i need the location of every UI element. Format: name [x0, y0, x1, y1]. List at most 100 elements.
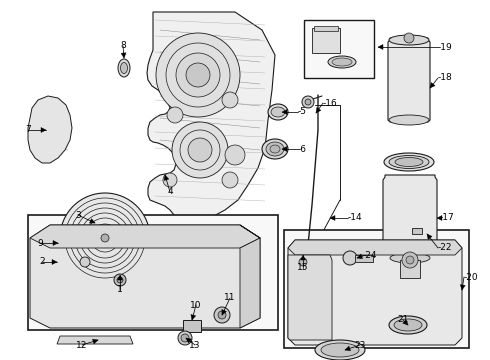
Polygon shape — [164, 175, 169, 180]
Circle shape — [214, 307, 230, 323]
Circle shape — [305, 99, 311, 105]
Polygon shape — [93, 339, 98, 344]
Polygon shape — [383, 175, 437, 260]
Text: 2: 2 — [39, 257, 45, 266]
Circle shape — [218, 311, 226, 319]
Circle shape — [114, 274, 126, 286]
Text: -17: -17 — [440, 213, 455, 222]
Polygon shape — [186, 338, 192, 343]
Polygon shape — [28, 96, 72, 163]
Bar — [400, 260, 420, 278]
Polygon shape — [282, 147, 287, 152]
Text: 10: 10 — [190, 301, 202, 310]
Ellipse shape — [321, 343, 359, 357]
Ellipse shape — [394, 319, 422, 331]
Polygon shape — [403, 320, 408, 325]
Text: 8: 8 — [120, 41, 126, 50]
Ellipse shape — [270, 145, 280, 153]
Ellipse shape — [389, 115, 429, 125]
Polygon shape — [222, 309, 226, 315]
Ellipse shape — [118, 59, 130, 77]
Circle shape — [181, 334, 189, 342]
Circle shape — [299, 258, 307, 266]
Text: 23: 23 — [354, 341, 366, 350]
Polygon shape — [288, 240, 462, 345]
Text: -5: -5 — [298, 108, 307, 117]
Text: 1: 1 — [117, 285, 123, 294]
Polygon shape — [378, 45, 383, 49]
Ellipse shape — [384, 153, 434, 171]
Circle shape — [156, 33, 240, 117]
Circle shape — [178, 331, 192, 345]
Circle shape — [101, 234, 109, 242]
Circle shape — [222, 172, 238, 188]
Polygon shape — [282, 109, 287, 114]
Text: -6: -6 — [298, 144, 307, 153]
Text: 21: 21 — [397, 315, 409, 324]
Text: 4: 4 — [167, 188, 173, 197]
Text: 3: 3 — [75, 211, 81, 220]
Polygon shape — [191, 315, 196, 320]
Polygon shape — [108, 12, 275, 258]
Ellipse shape — [389, 316, 427, 334]
Circle shape — [117, 277, 123, 283]
Polygon shape — [121, 53, 126, 58]
Polygon shape — [118, 275, 122, 280]
Polygon shape — [53, 240, 58, 246]
Text: -22: -22 — [438, 243, 452, 252]
Bar — [183, 320, 201, 332]
Bar — [314, 26, 338, 31]
Text: -16: -16 — [323, 99, 338, 108]
Bar — [28, 215, 278, 330]
Ellipse shape — [390, 253, 430, 263]
Circle shape — [295, 254, 311, 270]
Text: -19: -19 — [438, 42, 453, 51]
Polygon shape — [437, 216, 442, 220]
Polygon shape — [345, 346, 350, 351]
Polygon shape — [300, 255, 305, 260]
Circle shape — [80, 257, 90, 267]
Circle shape — [225, 145, 245, 165]
Ellipse shape — [268, 104, 288, 120]
Circle shape — [298, 278, 308, 288]
Polygon shape — [288, 240, 462, 255]
Ellipse shape — [328, 56, 356, 68]
Polygon shape — [388, 38, 430, 122]
Ellipse shape — [315, 340, 365, 360]
Circle shape — [188, 138, 212, 162]
Circle shape — [222, 92, 238, 108]
Text: -18: -18 — [438, 73, 453, 82]
Circle shape — [172, 122, 228, 178]
Bar — [312, 28, 340, 53]
Polygon shape — [460, 285, 465, 290]
Ellipse shape — [266, 142, 284, 156]
Circle shape — [167, 107, 183, 123]
Polygon shape — [430, 82, 435, 88]
Polygon shape — [330, 216, 335, 220]
Circle shape — [176, 53, 220, 97]
Text: -20: -20 — [464, 273, 479, 282]
Text: -14: -14 — [348, 213, 363, 222]
Polygon shape — [357, 254, 363, 259]
Bar — [355, 255, 373, 262]
Ellipse shape — [389, 35, 429, 45]
Polygon shape — [288, 255, 332, 340]
Circle shape — [186, 63, 210, 87]
Ellipse shape — [271, 107, 285, 117]
Polygon shape — [30, 225, 260, 328]
Circle shape — [302, 96, 314, 108]
Circle shape — [404, 33, 414, 43]
Polygon shape — [52, 260, 57, 265]
Polygon shape — [41, 127, 46, 132]
Polygon shape — [427, 234, 432, 239]
Bar — [284, 230, 469, 348]
Ellipse shape — [395, 158, 423, 166]
Bar — [304, 20, 374, 78]
Ellipse shape — [121, 63, 127, 73]
Text: 13: 13 — [189, 341, 201, 350]
Circle shape — [343, 251, 357, 265]
Text: -24: -24 — [363, 252, 377, 261]
Ellipse shape — [332, 58, 352, 66]
Ellipse shape — [262, 139, 288, 159]
Circle shape — [163, 173, 177, 187]
